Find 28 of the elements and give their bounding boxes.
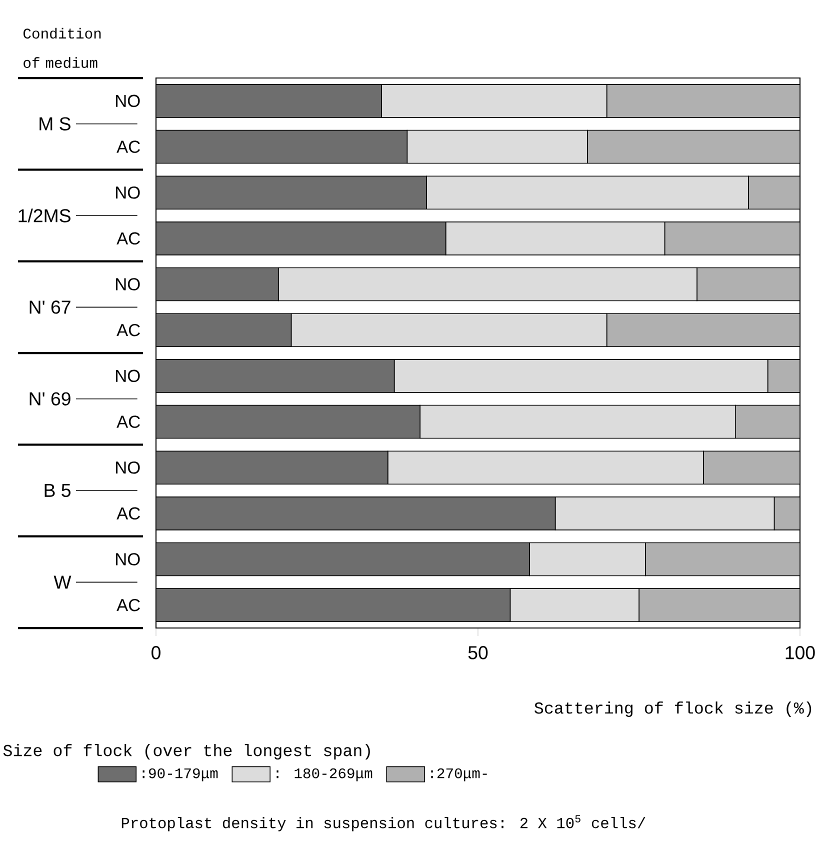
legend-title: Size of flock (over the longest span): [3, 744, 370, 760]
y-tick-label: NO: [116, 186, 140, 199]
x-tick-label: 0: [152, 646, 160, 660]
legend-label: :270μm-: [431, 768, 487, 782]
y-tick-label: AC: [116, 232, 140, 245]
text: Condition of medium: [24, 28, 101, 68]
y-tick-label: NO: [116, 370, 140, 382]
y-tick-label: AC: [116, 416, 140, 428]
text: 1/2MS: [18, 208, 70, 222]
x-tick-label: 50: [468, 646, 488, 660]
legend-label: : 180-269μm: [276, 768, 372, 782]
text: N' 69: [30, 392, 70, 406]
x-axis-title: Scattering of flock size (%): [534, 701, 812, 717]
text: Protoplast density in suspension cultures: 2 X 10$^{5}$ cells/: [122, 815, 646, 832]
text: N' 67: [30, 300, 70, 314]
y-tick-label: AC: [116, 140, 140, 153]
legend-label: :90-179μm: [142, 768, 218, 782]
text: W: [54, 576, 72, 589]
y-tick-label: NO: [116, 461, 140, 474]
x-tick-label: 100: [786, 646, 815, 660]
text: B 5: [44, 484, 70, 498]
y-tick-label: NO: [116, 94, 140, 108]
y-tick-label: AC: [116, 324, 140, 336]
y-tick-label: NO: [116, 553, 140, 566]
y-tick-label: AC: [116, 507, 140, 520]
text: M S: [40, 117, 70, 130]
y-tick-label: NO: [116, 278, 140, 290]
y-tick-label: AC: [116, 598, 140, 612]
